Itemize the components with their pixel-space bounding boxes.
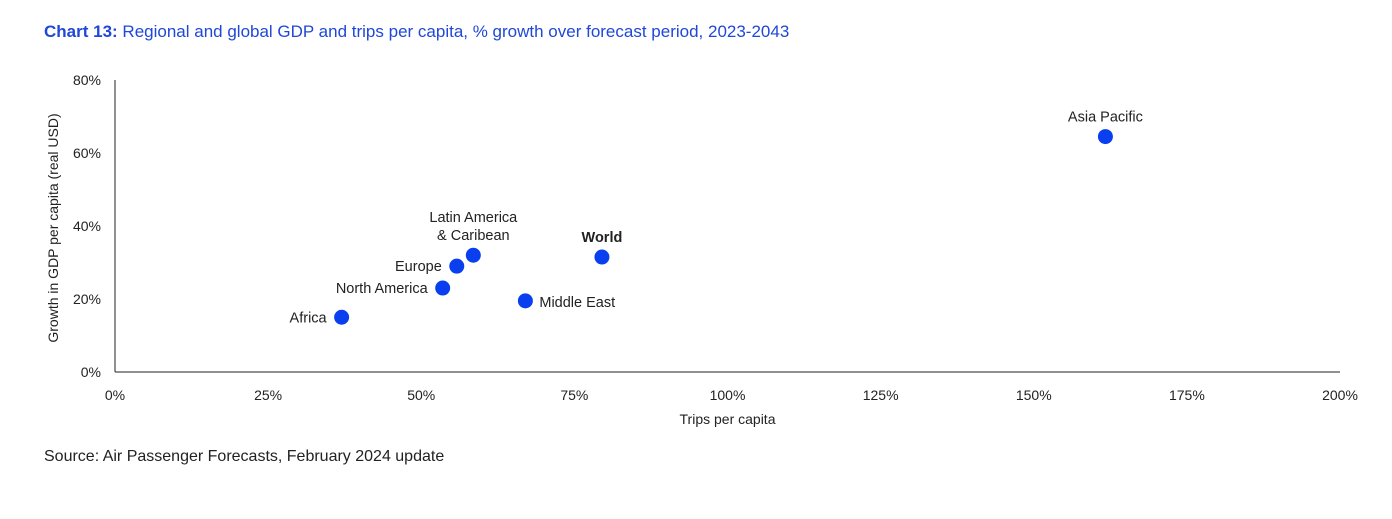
data-point — [1097, 129, 1113, 145]
chart-title: Chart 13: Regional and global GDP and tr… — [44, 22, 789, 42]
x-axis-label: Trips per capita — [680, 411, 776, 427]
x-tick-label: 200% — [1322, 387, 1358, 403]
point-label: Middle East — [539, 295, 615, 311]
x-tick-label: 125% — [863, 387, 899, 403]
y-axis-label: Growth in GDP per capita (real USD) — [45, 113, 61, 342]
y-tick-label: 0% — [81, 364, 101, 380]
y-tick-label: 40% — [73, 218, 101, 234]
y-tick-label: 60% — [73, 145, 101, 161]
x-tick-label: 25% — [254, 387, 282, 403]
x-tick-label: 0% — [105, 387, 125, 403]
point-label: Asia Pacific — [1068, 110, 1143, 126]
chart-title-text: Regional and global GDP and trips per ca… — [122, 22, 790, 41]
chart-title-prefix: Chart 13: — [44, 22, 118, 41]
data-point — [334, 309, 350, 325]
x-tick-label: 100% — [710, 387, 746, 403]
data-point — [435, 280, 451, 296]
point-label: Latin America — [429, 210, 518, 226]
point-label: North America — [336, 281, 429, 297]
data-point — [449, 258, 465, 274]
data-point — [517, 293, 533, 309]
y-tick-label: 80% — [73, 72, 101, 88]
source-note: Source: Air Passenger Forecasts, Februar… — [44, 448, 445, 465]
x-tick-label: 150% — [1016, 387, 1052, 403]
point-label: & Caribean — [437, 228, 510, 244]
y-tick-label: 20% — [73, 291, 101, 307]
point-label: Europe — [395, 259, 442, 275]
x-tick-label: 175% — [1169, 387, 1205, 403]
x-tick-label: 50% — [407, 387, 435, 403]
x-tick-label: 75% — [560, 387, 588, 403]
data-point — [465, 247, 481, 263]
point-label: Africa — [290, 310, 328, 326]
point-label: World — [582, 230, 623, 246]
data-point — [594, 249, 610, 265]
